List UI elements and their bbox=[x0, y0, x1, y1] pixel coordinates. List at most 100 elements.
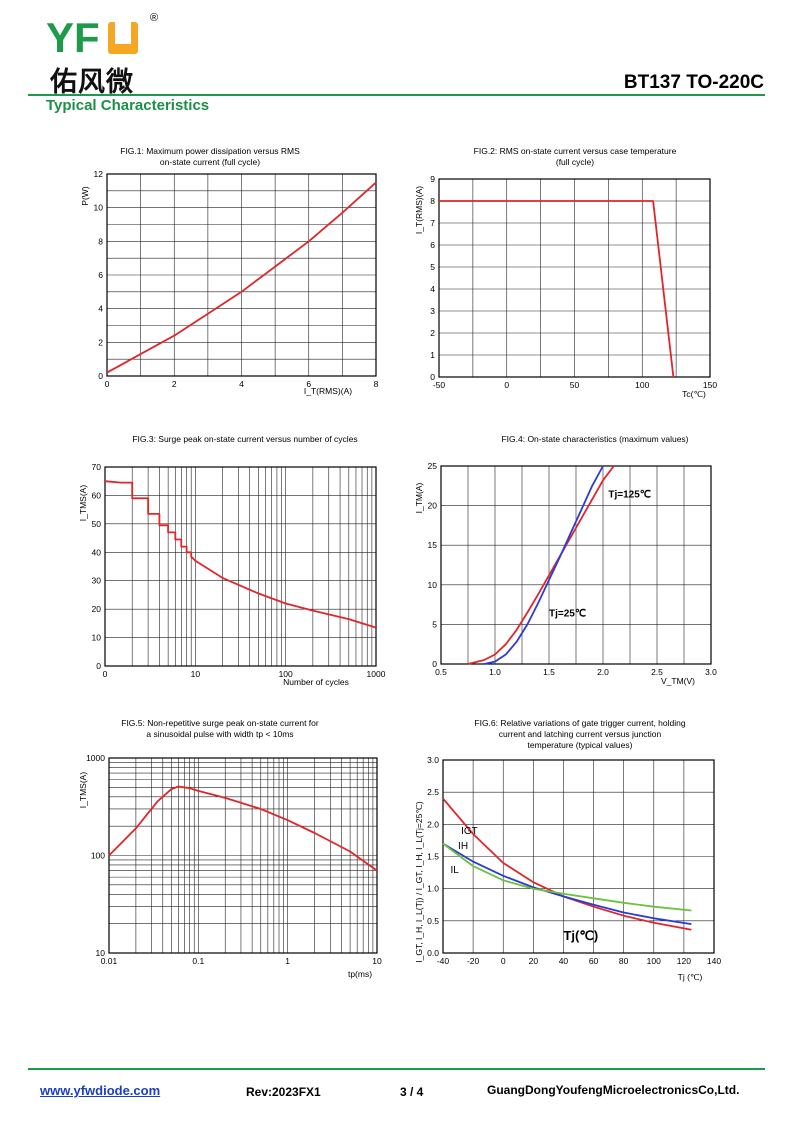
series-line-ih bbox=[442, 842, 692, 925]
section-title: Typical Characteristics bbox=[46, 97, 210, 114]
series-label-il: IL bbox=[451, 865, 460, 876]
annotation-label: Tj(℃) bbox=[563, 928, 598, 943]
x-tick-label: 40 bbox=[559, 956, 569, 966]
y-tick-label: 40 bbox=[92, 547, 102, 557]
y-tick-label: 8 bbox=[98, 236, 103, 246]
x-tick-label: 6 bbox=[306, 379, 311, 389]
y-tick-label: 15 bbox=[428, 540, 438, 550]
x-tick-label: 2.5 bbox=[651, 667, 663, 677]
x-tick-label: 100 bbox=[635, 380, 649, 390]
y-tick-label: 4 bbox=[98, 304, 103, 314]
y-tick-label: 6 bbox=[98, 270, 103, 280]
y-axis-label: P(W) bbox=[80, 186, 90, 206]
plot-frame bbox=[106, 173, 377, 377]
x-tick-label: 0 bbox=[105, 379, 110, 389]
x-tick-label: 1.5 bbox=[543, 667, 555, 677]
annotation-label: Tj=25℃ bbox=[549, 608, 586, 619]
y-tick-label: 100 bbox=[91, 851, 105, 861]
y-tick-label: 4 bbox=[430, 284, 435, 294]
y-tick-label: 2 bbox=[98, 337, 103, 347]
x-tick-label: -50 bbox=[433, 380, 446, 390]
plot-frame bbox=[440, 465, 712, 665]
series-label-igt: IGT bbox=[461, 826, 478, 837]
x-tick-label: 50 bbox=[570, 380, 580, 390]
x-tick-label: 3.0 bbox=[705, 667, 717, 677]
x-tick-label: 140 bbox=[707, 956, 721, 966]
series-line-il bbox=[442, 842, 692, 912]
y-axis-label: I_TMS(A) bbox=[78, 772, 88, 809]
x-tick-label: 1000 bbox=[367, 669, 386, 679]
header-divider bbox=[28, 94, 765, 96]
series-line-red bbox=[108, 785, 378, 872]
chart-title: FIG.5: Non-repetitive surge peak on-stat… bbox=[121, 718, 319, 728]
x-tick-label: 100 bbox=[279, 669, 293, 679]
fig1-power-dissipation-chart: FIG.1: Maximum power dissipation versus … bbox=[80, 146, 379, 396]
y-tick-label: 0 bbox=[432, 659, 437, 669]
chart-title: current and latching current versus junc… bbox=[499, 729, 662, 739]
y-tick-label: 0 bbox=[98, 371, 103, 381]
x-tick-label: 10 bbox=[191, 669, 201, 679]
x-tick-label: 150 bbox=[703, 380, 717, 390]
y-tick-label: 0 bbox=[430, 372, 435, 382]
series-line-red bbox=[104, 480, 377, 629]
logo-chinese-text: 佑风微 bbox=[50, 67, 134, 98]
x-tick-label: 4 bbox=[239, 379, 244, 389]
plot-frame bbox=[438, 178, 711, 378]
x-tick-label: 10 bbox=[372, 956, 382, 966]
y-tick-label: 9 bbox=[430, 174, 435, 184]
y-tick-label: 20 bbox=[428, 501, 438, 511]
annotation-label: Tj=125℃ bbox=[608, 490, 651, 501]
page-number: 3 / 4 bbox=[400, 1085, 424, 1099]
y-tick-label: 50 bbox=[92, 519, 102, 529]
chart-title: FIG.3: Surge peak on-state current versu… bbox=[132, 434, 357, 444]
y-tick-label: 30 bbox=[92, 576, 102, 586]
x-tick-label: 0.1 bbox=[192, 956, 204, 966]
y-tick-label: 1 bbox=[430, 350, 435, 360]
x-tick-label: 2.0 bbox=[597, 667, 609, 677]
x-tick-label: 80 bbox=[619, 956, 629, 966]
series-line-red bbox=[106, 181, 377, 374]
plot-frame bbox=[104, 466, 377, 667]
fig6-relative-variations-chart: FIG.6: Relative variations of gate trigg… bbox=[414, 718, 721, 982]
chart-title: (full cycle) bbox=[556, 157, 594, 167]
series-line-tj125 bbox=[467, 465, 615, 665]
x-tick-label: 60 bbox=[589, 956, 599, 966]
x-tick-label: 0 bbox=[103, 669, 108, 679]
y-axis-label: I_TM(A) bbox=[414, 482, 424, 513]
x-tick-label: 0 bbox=[504, 380, 509, 390]
chart-title: FIG.4: On-state characteristics (maximum… bbox=[501, 434, 688, 444]
y-axis-label: I_T(RMS)(A) bbox=[414, 186, 424, 234]
company-name: GuangDongYoufengMicroelectronicsCo,Ltd. bbox=[487, 1083, 740, 1097]
y-tick-label: 0.5 bbox=[427, 916, 439, 926]
y-tick-label: 10 bbox=[92, 633, 102, 643]
x-tick-label: 0.01 bbox=[101, 956, 118, 966]
y-tick-label: 10 bbox=[94, 203, 104, 213]
y-tick-label: 25 bbox=[428, 461, 438, 471]
x-tick-label: 8 bbox=[374, 379, 379, 389]
series-line-tj25 bbox=[484, 465, 604, 665]
logo-letters: YF bbox=[46, 14, 100, 61]
footer-divider bbox=[28, 1068, 765, 1070]
x-axis-label: Tj (℃) bbox=[678, 972, 703, 982]
x-tick-label: -40 bbox=[437, 956, 450, 966]
x-tick-label: 100 bbox=[647, 956, 661, 966]
y-tick-label: 7 bbox=[430, 218, 435, 228]
y-tick-label: 2 bbox=[430, 328, 435, 338]
chart-title: FIG.2: RMS on-state current versus case … bbox=[474, 146, 677, 156]
y-tick-label: 20 bbox=[92, 604, 102, 614]
series-label-ih: IH bbox=[458, 841, 468, 852]
chart-title: a sinusoidal pulse with width tp < 10ms bbox=[146, 729, 293, 739]
y-tick-label: 3.0 bbox=[427, 755, 439, 765]
website-link[interactable]: www.yfwdiode.com bbox=[40, 1083, 161, 1098]
x-tick-label: 0 bbox=[501, 956, 506, 966]
y-tick-label: 2.5 bbox=[427, 787, 439, 797]
y-axis-label: I_TMS(A) bbox=[78, 485, 88, 522]
x-axis-label: Number of cycles bbox=[283, 677, 349, 687]
x-tick-label: -20 bbox=[467, 956, 480, 966]
chart-title: on-state current (full cycle) bbox=[160, 157, 260, 167]
chart-title: FIG.1: Maximum power dissipation versus … bbox=[120, 146, 300, 156]
y-tick-label: 1.0 bbox=[427, 884, 439, 894]
fig4-on-state-characteristics-chart: FIG.4: On-state characteristics (maximum… bbox=[414, 434, 717, 686]
x-tick-label: 20 bbox=[529, 956, 539, 966]
y-tick-label: 3 bbox=[430, 306, 435, 316]
